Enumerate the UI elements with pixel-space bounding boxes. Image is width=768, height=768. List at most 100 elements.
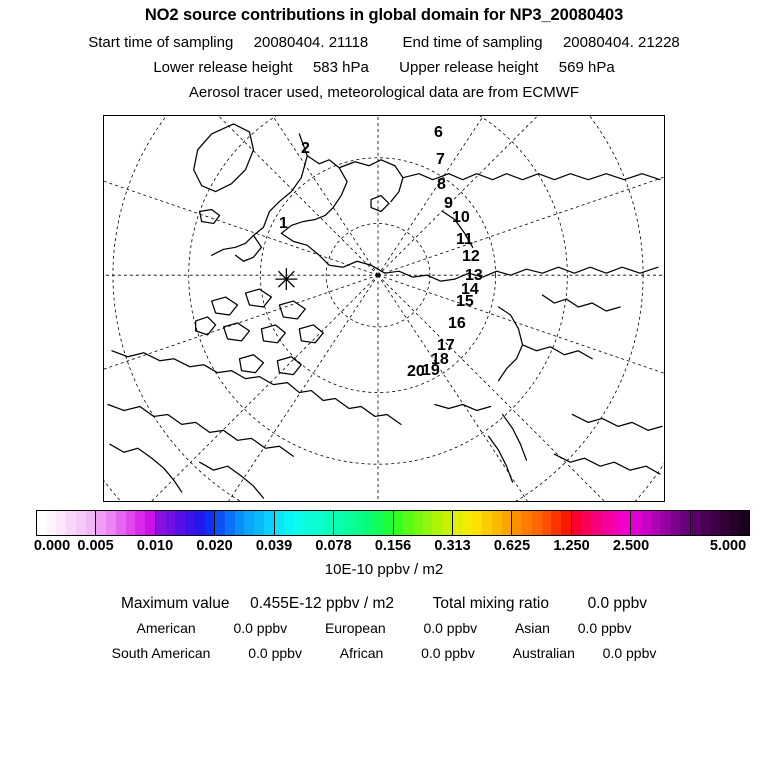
colorbar-tick-11: 5.000 — [709, 538, 747, 554]
lower-release-height-value: 583 hPa — [312, 59, 369, 76]
colorbar-step-8-4 — [551, 511, 562, 535]
colorbar-step-6-5 — [442, 511, 452, 535]
colorbar-step-1-5 — [145, 511, 155, 535]
colorbar-band-5 — [334, 511, 394, 535]
colorbar-step-3-2 — [234, 511, 245, 535]
map-panel[interactable]: 1 2 6 7 8 9 10 11 12 13 14 15 16 17 18 19 20 — [103, 115, 665, 502]
colorbar-step-2-5 — [204, 511, 215, 535]
upper-release-height-label: Upper release height — [399, 59, 539, 76]
latitude-circles — [104, 116, 664, 501]
region-value-american: 0.0 ppbv — [233, 620, 288, 636]
colorbar-step-5-2 — [353, 511, 364, 535]
colorbar-step-9-3 — [601, 511, 611, 535]
colorbar-step-3-0 — [215, 511, 225, 535]
colorbar-step-9-4 — [610, 511, 621, 535]
region-value-asian: 0.0 ppbv — [577, 620, 632, 636]
colorbar-tick-3: 0.020 — [196, 538, 233, 554]
region-label-american: American — [136, 620, 196, 636]
colorbar-tick-1: 0.005 — [77, 538, 114, 554]
colorbar-step-8-0 — [512, 511, 523, 535]
colorbar-step-0-5 — [85, 511, 96, 535]
region-label-african: African — [339, 645, 384, 661]
colorbar-step-1-0 — [96, 511, 107, 535]
colorbar-step-0-4 — [75, 511, 86, 535]
colorbar-step-6-2 — [413, 511, 423, 535]
region-value-european: 0.0 ppbv — [423, 620, 478, 636]
colorbar-step-3-3 — [244, 511, 255, 535]
colorbar-step-8-3 — [541, 511, 552, 535]
colorbar-step-3-5 — [263, 511, 274, 535]
colorbar-step-4-1 — [284, 511, 295, 535]
colorbar-step-4-0 — [274, 511, 285, 535]
colorbar-band-8 — [512, 511, 572, 535]
upper-release-height-value: 569 hPa — [558, 59, 615, 76]
colorbar-step-4-3 — [303, 511, 314, 535]
colorbar-band-2 — [155, 511, 216, 535]
colorbar-step-11-3 — [719, 511, 730, 535]
polar-map — [104, 116, 664, 501]
colorbar-band-6 — [393, 511, 453, 535]
colorbar-step-5-0 — [334, 511, 344, 535]
colorbar-tick-8: 0.625 — [493, 538, 531, 554]
colorbar-band-4 — [274, 511, 335, 535]
colorbar-step-10-0 — [631, 511, 641, 535]
colorbar-band-7 — [452, 511, 513, 535]
colorbar-step-4-5 — [323, 511, 334, 535]
map-point-label-13: 13 — [465, 267, 483, 284]
colorbar-step-0-3 — [66, 511, 76, 535]
colorbar-step-7-1 — [462, 511, 473, 535]
colorbar-step-11-5 — [739, 511, 750, 535]
map-point-label-1: 1 — [279, 215, 288, 232]
maximum-value-label: Maximum value — [120, 595, 230, 612]
tracer-note: Aerosol tracer used, meteorological data… — [188, 84, 580, 101]
colorbar-wrap — [36, 510, 750, 536]
colorbar-band-11 — [690, 511, 750, 535]
map-point-label-10: 10 — [452, 209, 470, 226]
meridian-lines — [104, 116, 664, 501]
colorbar-step-2-0 — [155, 511, 166, 535]
region-value-australian: 0.0 ppbv — [602, 645, 657, 661]
colorbar-step-11-1 — [700, 511, 711, 535]
map-point-label-9: 9 — [444, 195, 453, 212]
colorbar-step-10-1 — [640, 511, 651, 535]
colorbar-step-7-4 — [491, 511, 502, 535]
colorbar-step-9-5 — [620, 511, 631, 535]
colorbar-step-9-0 — [571, 511, 582, 535]
region-label-australian: Australian — [512, 645, 575, 661]
colorbar[interactable] — [36, 510, 750, 536]
colorbar-step-0-1 — [46, 511, 57, 535]
map-point-label-6: 6 — [434, 124, 443, 141]
region-value-south-american: 0.0 ppbv — [248, 645, 302, 661]
colorbar-step-7-2 — [472, 511, 483, 535]
region-row-north: American 0.0 ppbv European 0.0 ppbv Asia… — [0, 620, 768, 636]
map-point-label-7: 7 — [436, 151, 445, 168]
map-point-label-12: 12 — [462, 248, 480, 265]
colorbar-step-7-3 — [482, 511, 492, 535]
colorbar-step-6-0 — [393, 511, 404, 535]
start-time-label: Start time of sampling — [88, 34, 234, 51]
map-point-label-16: 16 — [448, 315, 466, 332]
release-height-row: Lower release height 583 hPa Upper relea… — [0, 59, 768, 76]
region-label-asian: Asian — [514, 620, 550, 636]
colorbar-step-0-0 — [37, 511, 47, 535]
lower-release-height-label: Lower release height — [153, 59, 293, 76]
colorbar-step-0-2 — [56, 511, 67, 535]
colorbar-step-3-1 — [225, 511, 235, 535]
map-point-label-20: 20 — [407, 363, 425, 380]
release-star — [275, 268, 298, 291]
colorbar-step-7-0 — [452, 511, 463, 535]
colorbar-step-6-4 — [432, 511, 443, 535]
maximum-value: 0.455E-12 ppbv / m2 — [250, 595, 395, 612]
colorbar-step-2-2 — [175, 511, 186, 535]
colorbar-tick-0: 0.000 — [33, 538, 71, 554]
colorbar-band-0 — [37, 511, 97, 535]
sampling-time-row: Start time of sampling 20080404. 21118 E… — [0, 34, 768, 51]
colorbar-step-8-1 — [522, 511, 532, 535]
region-label-european: European — [324, 620, 386, 636]
colorbar-step-11-4 — [729, 511, 740, 535]
colorbar-tick-6: 0.156 — [374, 538, 412, 554]
region-value-african: 0.0 ppbv — [421, 645, 475, 661]
colorbar-tick-7: 0.313 — [434, 538, 471, 554]
map-point-label-11: 11 — [456, 231, 473, 248]
